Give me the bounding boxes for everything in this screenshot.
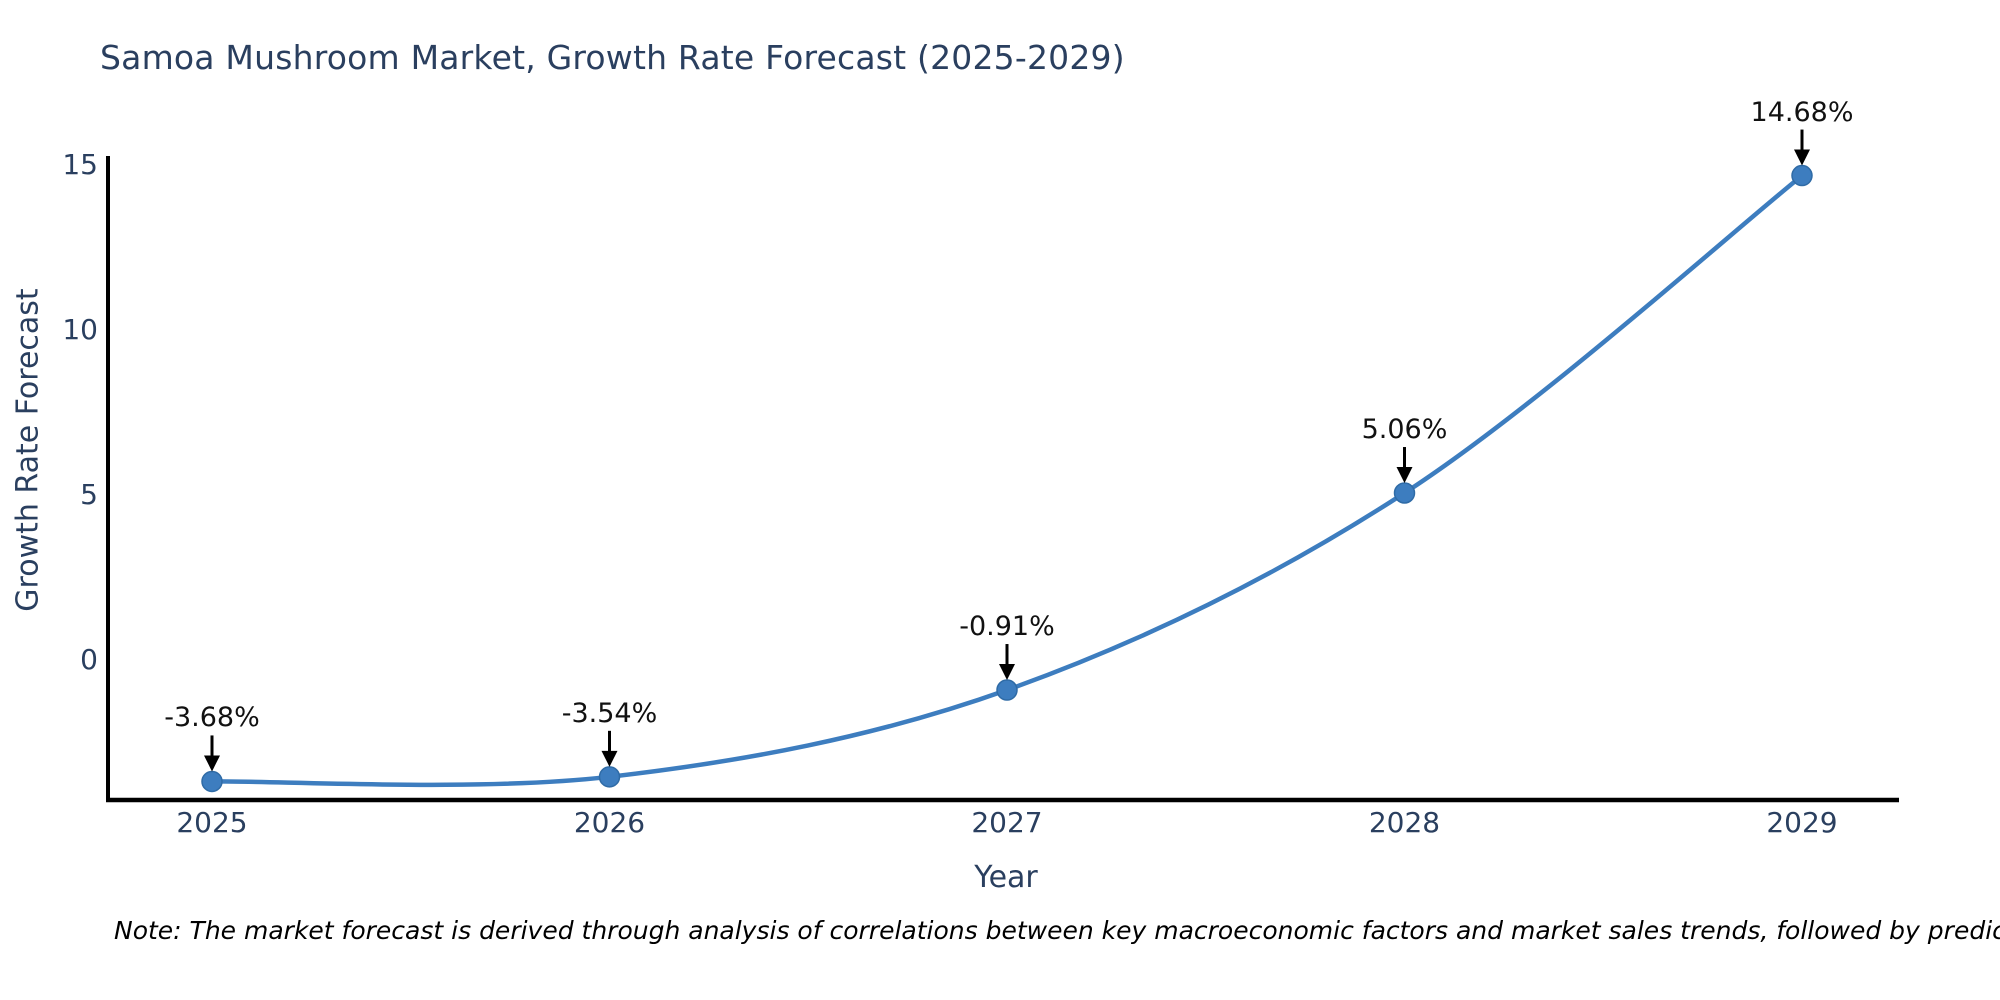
data-point-marker [996,679,1018,701]
x-tick-label: 2025 [176,806,248,839]
footnote: Note: The market forecast is derived thr… [114,916,2000,945]
x-axis-title: Year [974,860,1038,895]
x-tick-label: 2028 [1368,806,1441,839]
y-tick-label: 0 [80,643,98,676]
y-axis-title: Growth Rate Forecast [10,288,46,612]
y-tick-label: 10 [62,313,98,346]
data-point-marker [201,770,223,793]
series-layer [201,164,1813,793]
data-point-marker [1791,164,1813,187]
annotation-arrow-head [999,664,1015,681]
growth-rate-line [209,173,1805,788]
point-annotation-label: -0.91% [959,611,1055,643]
data-point-marker [598,766,621,788]
point-annotation-label: 14.68% [1750,96,1854,128]
x-tick-label: 2026 [573,806,646,839]
y-tick-label: 5 [80,478,98,511]
annotation-arrows-layer [204,129,1810,772]
x-tick-label: 2027 [971,806,1043,839]
annotation-arrow-head [1396,467,1413,484]
point-annotation-label: -3.54% [561,697,658,729]
annotation-arrow-head [601,750,618,767]
annotation-arrow-head [204,755,220,772]
x-tick-label: 2029 [1766,806,1838,839]
point-annotation-label: 5.06% [1361,414,1448,446]
axis-layer [106,156,1899,803]
y-tick-label: 15 [62,148,98,181]
data-point-marker [1393,482,1416,504]
point-annotation-label: -3.68% [164,702,260,734]
chart-title: Samoa Mushroom Market, Growth Rate Forec… [100,38,1125,77]
annotation-arrow-head [1794,149,1810,166]
